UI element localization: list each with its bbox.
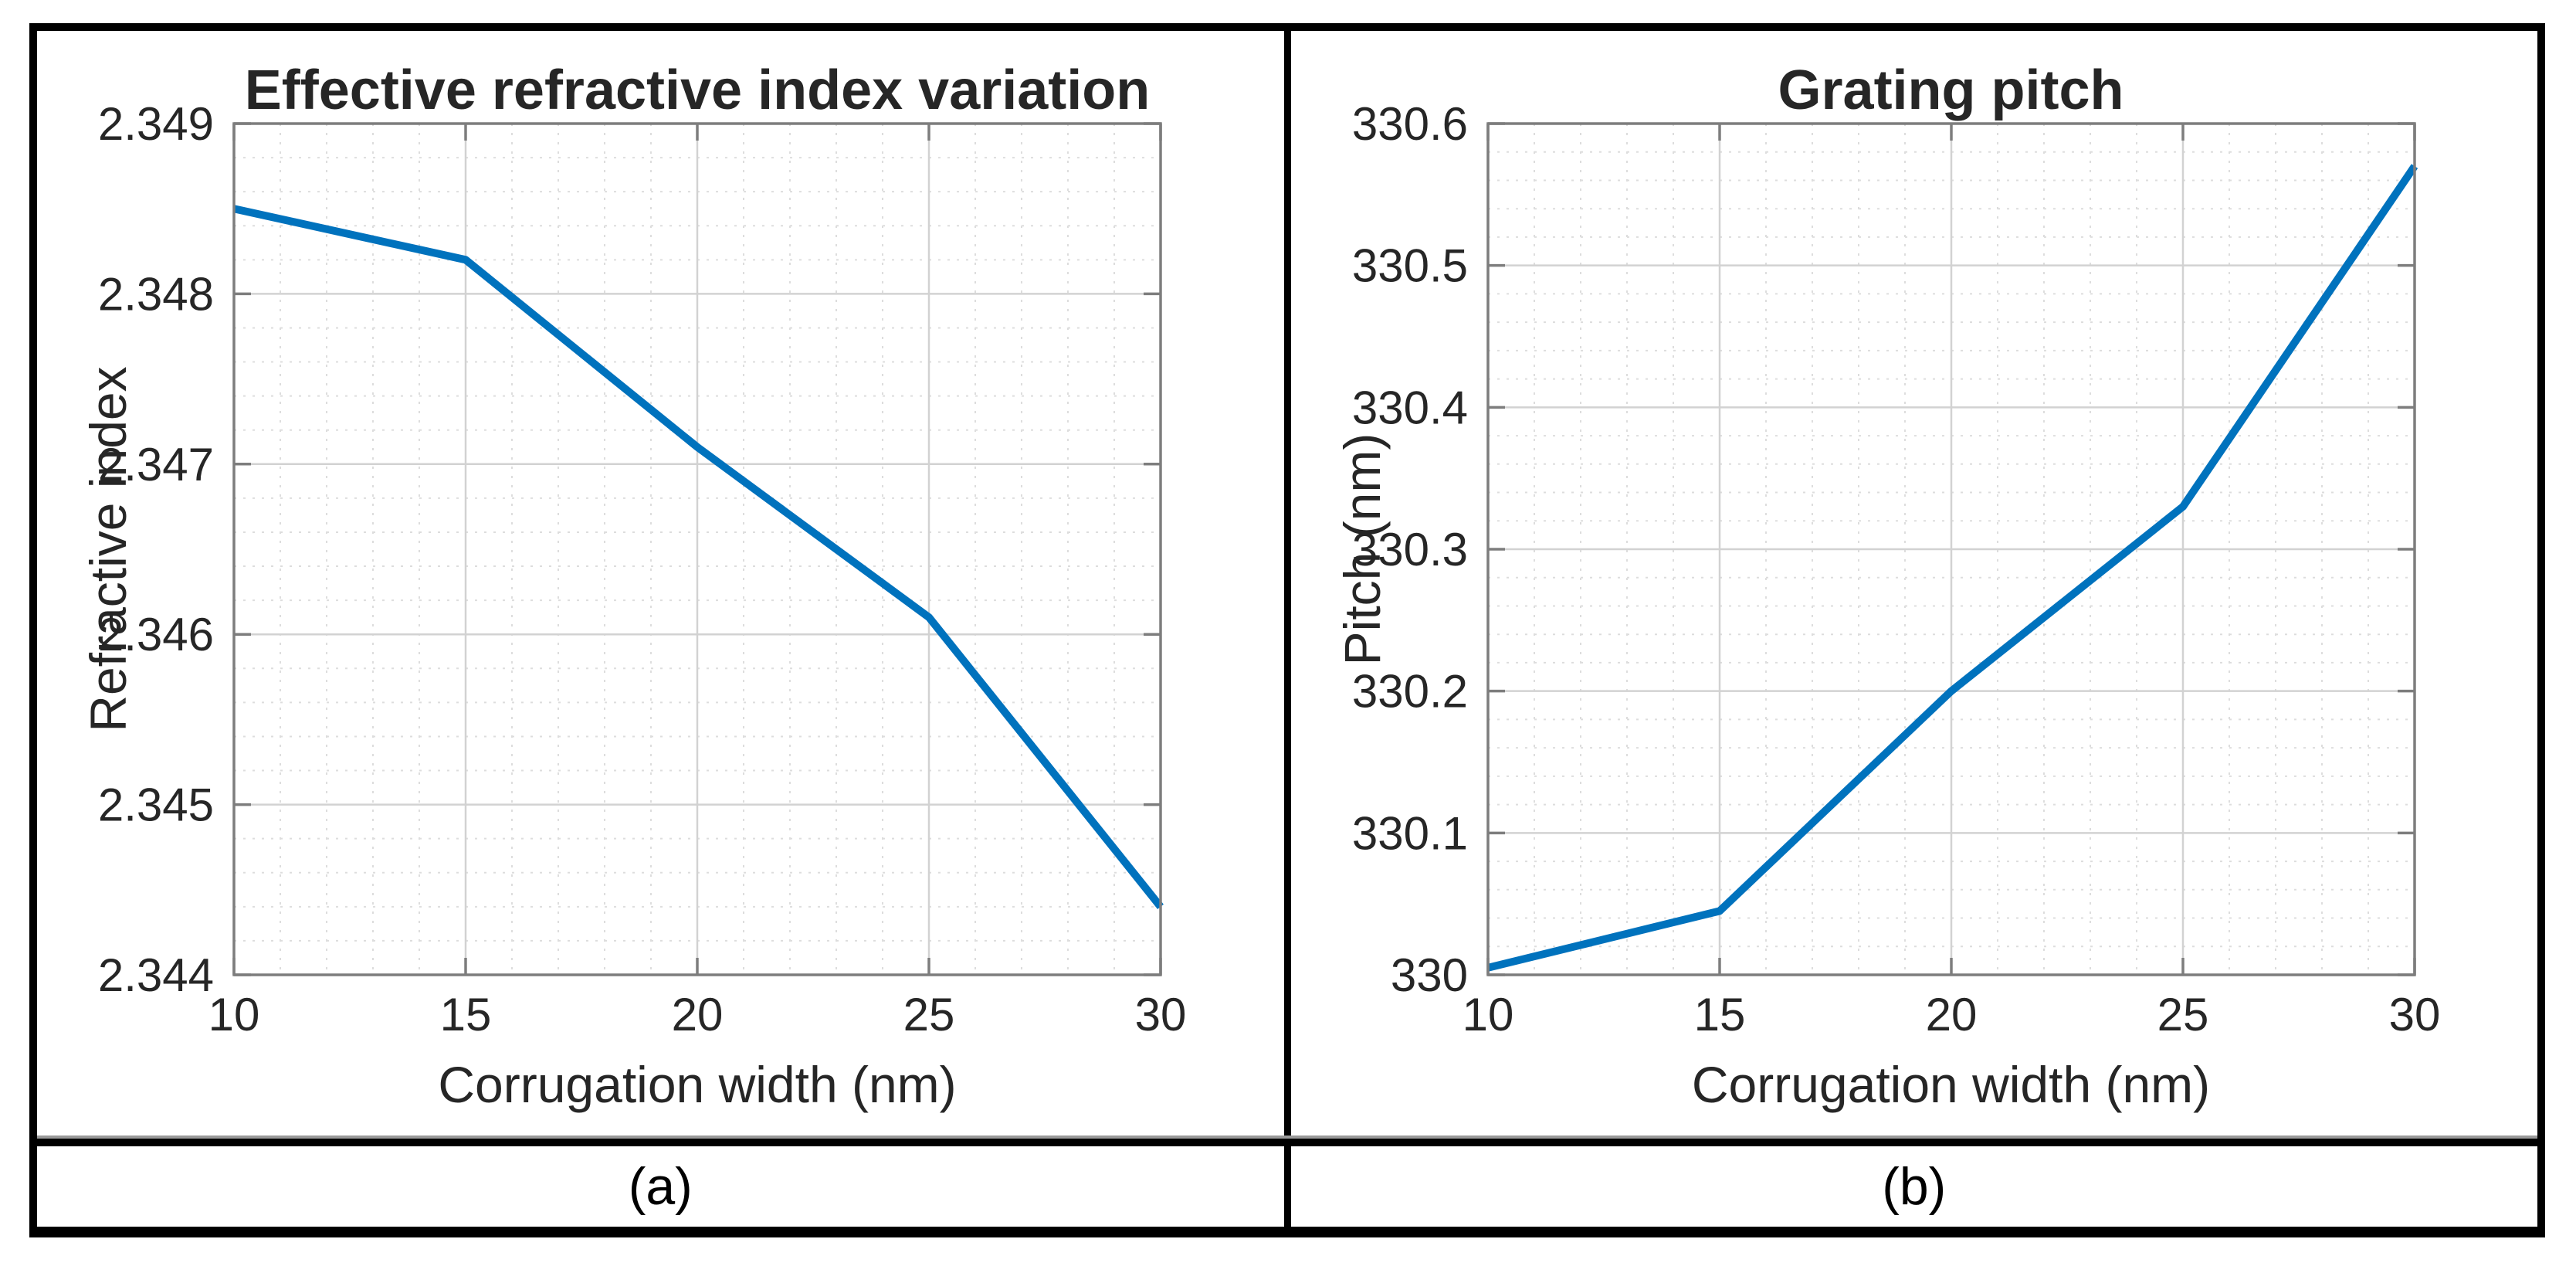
x-tick-label: 30 [1135,989,1187,1040]
tick-marks [1486,122,2416,976]
y-tick-label: 330.5 [1351,240,1467,292]
grating-pitch-chart: 10 15 20 25 30330330.1330.2330.3330.4330.533… [1351,98,2440,1040]
y-tick-label: 2.346 [98,609,214,660]
tick-marks [232,122,1162,976]
panel-b: 10 15 20 25 30 330 330.1 330.2 330.3 330.4 330.5 33… [1283,31,2537,1136]
major-gridlines [1487,124,2415,975]
data-line [1486,164,2418,972]
y-tick-label: 2.344 [98,949,214,1001]
x-tick-label: 25 [903,989,955,1040]
y-tick-label: 330.3 [1351,524,1467,575]
chart-a-title: Effective refractive index variation [244,59,1151,121]
y-tick-label: 2.348 [98,268,214,320]
major-gridlines [234,124,1161,975]
y-tick-label: 2.347 [98,439,214,491]
data-line [232,205,1164,909]
chart-b-title: Grating pitch [1778,59,2124,121]
x-tick-label: 25 [2157,989,2208,1040]
x-tick-label: 15 [440,989,492,1040]
chart-a-ylabel: Refractive index [80,366,137,732]
x-tick-label: 15 [1693,989,1745,1040]
x-tick-labels: 10 15 20 25 30 [208,989,1187,1040]
figure-frame: 10 15 20 25 30 2.344 2.345 2.346 2.347 2.348 2.349… [29,23,2545,1237]
x-tick-label: 10 [1462,989,1513,1040]
x-tick-label: 10 [208,989,260,1040]
x-tick-label: 20 [1925,989,1977,1040]
caption-row: (a) (b) [37,1139,2537,1227]
caption-b: (b) [1283,1146,2538,1227]
x-tick-label: 30 [2388,989,2440,1040]
y-tick-label: 330.4 [1351,382,1467,433]
x-tick-labels: 10 15 20 25 30 [1462,989,2440,1040]
panel-a: 10 15 20 25 30 2.344 2.345 2.346 2.347 2.348 2.349… [37,31,1284,1136]
chart-b-xlabel: Corrugation width (nm) [1691,1056,2211,1113]
y-tick-label: 330.1 [1351,807,1467,859]
y-tick-label: 2.349 [98,98,214,150]
y-tick-label: 330.2 [1351,666,1467,718]
y-tick-labels: 330 330.1 330.2 330.3 330.4 330.5 330.6 [1351,98,1467,1001]
y-tick-label: 2.345 [98,779,214,831]
y-tick-label: 330 [1390,949,1467,1001]
chart-a-xlabel: Corrugation width (nm) [438,1056,957,1113]
caption-a: (a) [628,1157,693,1216]
y-tick-label: 330.6 [1351,98,1467,150]
caption-separator-gray [37,1136,2537,1139]
chart-b-ylabel: Pitch (nm) [1333,433,1391,666]
y-tick-labels: 2.344 2.345 2.346 2.347 2.348 2.349 [98,98,214,1001]
panels-row: 10 15 20 25 30 2.344 2.345 2.346 2.347 2.348 2.349… [37,31,2537,1136]
x-tick-label: 20 [672,989,724,1040]
refractive-index-chart: 10 15 20 25 30 2.344 2.345 2.346 2.347 2.348 2.349 [98,98,1187,1040]
